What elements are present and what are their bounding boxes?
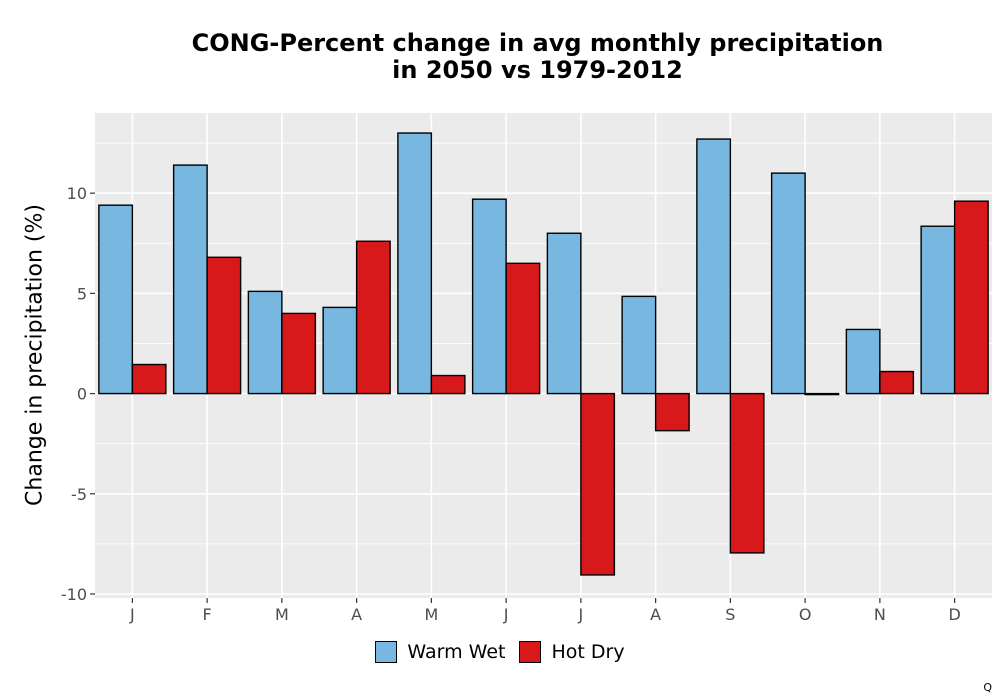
chart-title-line-1: CONG-Percent change in avg monthly preci… bbox=[191, 29, 884, 57]
bar-hot-dry bbox=[505, 262, 541, 395]
y-tick-label: 5 bbox=[77, 284, 87, 303]
chart-title: CONG-Percent change in avg monthly preci… bbox=[95, 30, 980, 84]
legend-label-warm-wet: Warm Wet bbox=[407, 641, 506, 663]
x-tick-label: M bbox=[424, 605, 438, 624]
corner-mark: Q bbox=[983, 681, 992, 694]
x-tick-label: J bbox=[129, 605, 135, 624]
legend-swatch-warm-wet bbox=[375, 641, 398, 663]
legend-item-warm-wet: Warm Wet bbox=[375, 641, 505, 663]
bar-warm-wet bbox=[471, 198, 507, 395]
grid-minor bbox=[95, 142, 992, 545]
bar-hot-dry bbox=[430, 374, 466, 395]
bar-warm-wet bbox=[845, 328, 881, 395]
bar-warm-wet bbox=[770, 172, 806, 395]
bar-hot-dry bbox=[654, 392, 690, 432]
bar-hot-dry bbox=[281, 312, 317, 395]
bar-hot-dry bbox=[580, 392, 616, 576]
legend-item-hot-dry: Hot Dry bbox=[519, 641, 625, 663]
bar-warm-wet bbox=[247, 290, 283, 395]
x-tick-label: S bbox=[725, 605, 735, 624]
bar-warm-wet bbox=[546, 232, 582, 395]
x-tick-label: F bbox=[203, 605, 212, 624]
legend-label-hot-dry: Hot Dry bbox=[551, 641, 625, 663]
x-tick-label: A bbox=[351, 605, 362, 624]
y-tick-label: 0 bbox=[77, 385, 87, 404]
bar-hot-dry bbox=[804, 392, 840, 396]
bar-warm-wet bbox=[920, 225, 956, 395]
bar-hot-dry bbox=[729, 392, 765, 554]
x-tick-label: A bbox=[650, 605, 661, 624]
bar-warm-wet bbox=[696, 138, 732, 395]
legend: Warm Wet Hot Dry bbox=[0, 641, 1000, 663]
bar-hot-dry bbox=[206, 256, 242, 395]
y-axis: -10 -5 0 5 10 bbox=[61, 184, 95, 604]
bar-warm-wet bbox=[621, 295, 657, 395]
x-tick-label: O bbox=[799, 605, 812, 624]
bar-warm-wet bbox=[172, 164, 208, 395]
chart-title-line-2: in 2050 vs 1979-2012 bbox=[392, 56, 683, 84]
x-tick-label: J bbox=[578, 605, 584, 624]
bar-hot-dry bbox=[953, 200, 989, 395]
x-tick-label: N bbox=[874, 605, 886, 624]
y-tick-label: -10 bbox=[61, 585, 87, 604]
bar-warm-wet bbox=[322, 306, 358, 395]
legend-swatch-hot-dry bbox=[519, 641, 542, 663]
x-tick-label: J bbox=[503, 605, 509, 624]
y-tick-label: 10 bbox=[67, 184, 87, 203]
y-tick-label: -5 bbox=[71, 485, 87, 504]
bars bbox=[98, 132, 989, 576]
bar-hot-dry bbox=[879, 370, 915, 395]
x-tick-label: D bbox=[948, 605, 960, 624]
x-tick-label: M bbox=[275, 605, 289, 624]
bar-warm-wet bbox=[397, 132, 433, 395]
bar-warm-wet bbox=[98, 204, 134, 395]
bar-hot-dry bbox=[131, 363, 167, 395]
y-axis-label: Change in precipitation (%) bbox=[22, 204, 48, 506]
bar-hot-dry bbox=[355, 240, 391, 395]
